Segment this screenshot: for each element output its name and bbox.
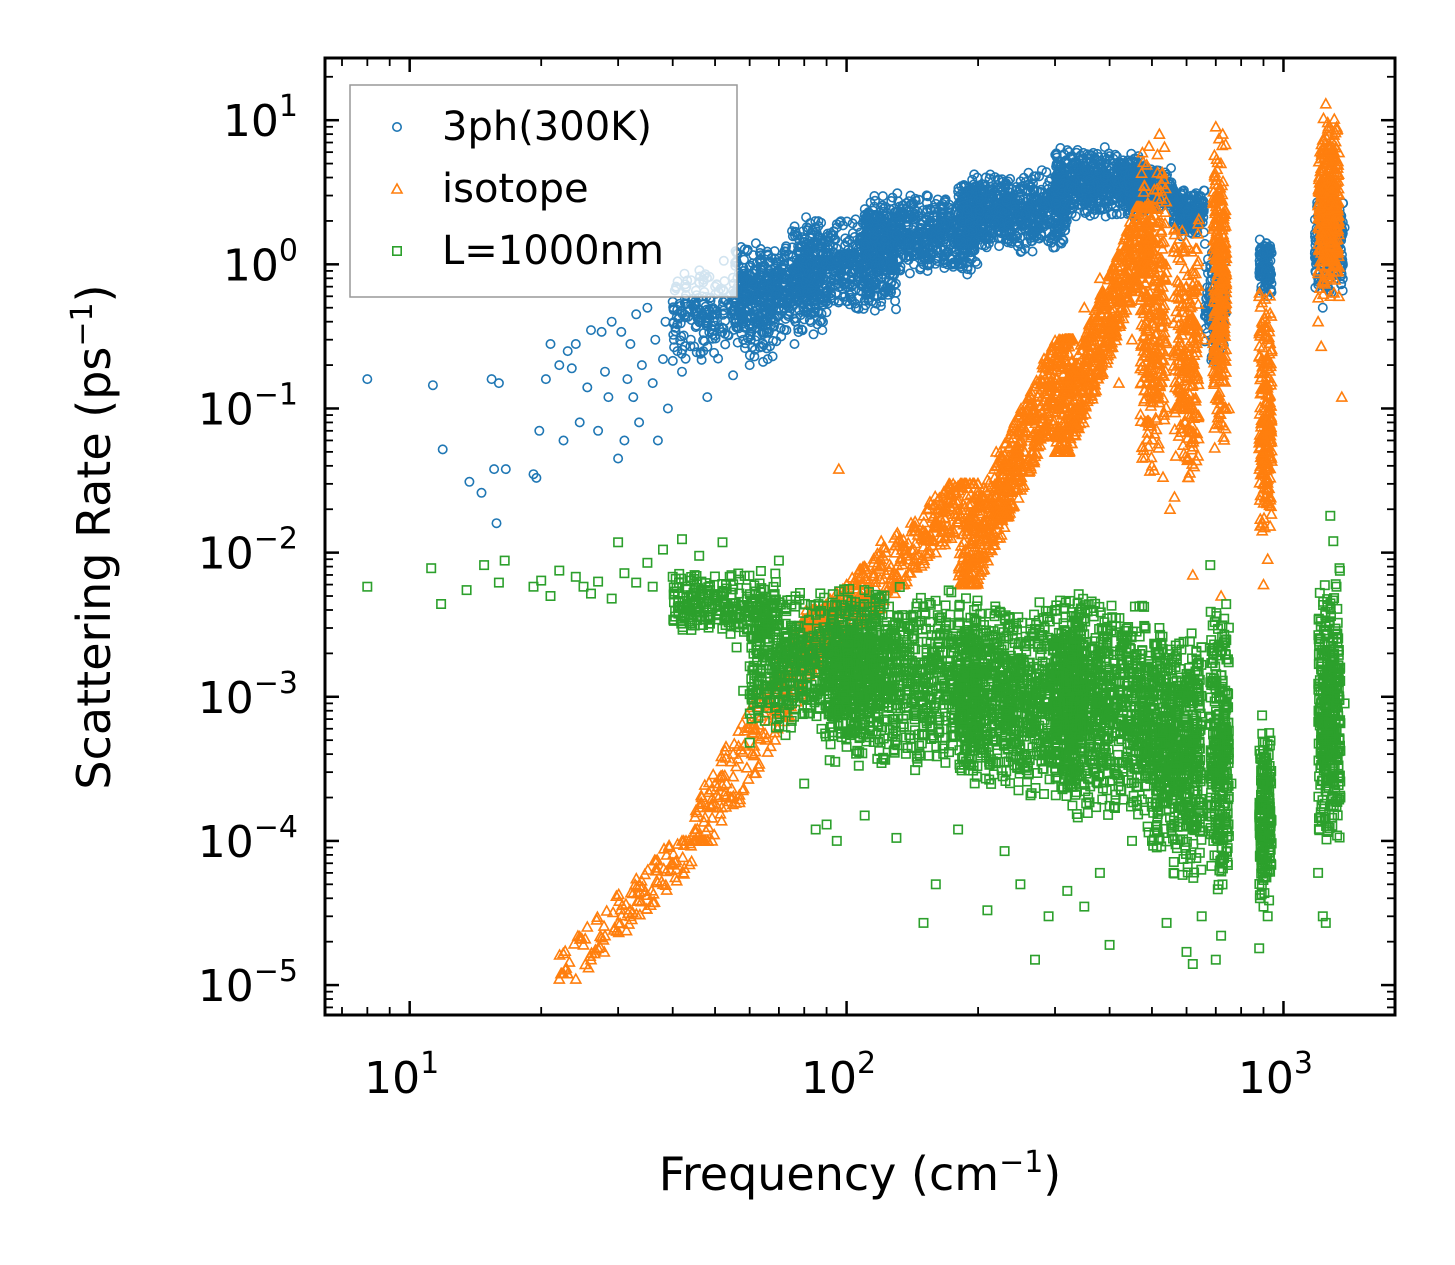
data-point (764, 300, 775, 311)
data-point (744, 350, 755, 361)
data-point (772, 281, 783, 292)
data-point (786, 293, 797, 304)
data-point (738, 322, 749, 333)
data-point (759, 260, 770, 271)
data-point (745, 260, 756, 271)
data-point (764, 341, 775, 352)
data-point (720, 339, 731, 350)
data-point (770, 263, 781, 274)
data-point (778, 259, 789, 270)
data-point (667, 355, 678, 366)
data-point (703, 305, 714, 316)
data-point (790, 316, 801, 327)
data-point (759, 327, 770, 338)
data-point (774, 287, 785, 298)
data-point (761, 282, 772, 293)
points-layer (362, 97, 1350, 984)
data-point (732, 337, 743, 348)
data-point (808, 329, 819, 340)
data-point (781, 325, 792, 336)
data-point (762, 250, 773, 261)
data-point (812, 319, 823, 330)
data-point (780, 313, 791, 324)
data-point (698, 335, 709, 346)
data-point (689, 308, 700, 319)
data-point (749, 309, 760, 320)
data-point (738, 291, 749, 302)
data-point (728, 314, 739, 325)
data-point (769, 246, 780, 257)
data-point (733, 323, 744, 334)
data-point (691, 320, 702, 331)
data-point (758, 339, 769, 350)
data-point (754, 315, 765, 326)
data-point (769, 275, 780, 286)
data-point (709, 316, 720, 327)
data-point (675, 318, 686, 329)
data-point (717, 309, 728, 320)
data-point (688, 303, 699, 314)
data-point (696, 312, 707, 323)
data-point (701, 320, 712, 331)
data-point (680, 309, 691, 320)
data-point (709, 304, 720, 315)
data-point (796, 324, 807, 335)
data-point (742, 246, 753, 257)
data-point (707, 333, 718, 344)
data-point (762, 246, 773, 257)
data-point (738, 309, 749, 320)
data-point (680, 353, 691, 364)
data-point (759, 313, 770, 324)
data-point (685, 341, 696, 352)
data-point (755, 244, 766, 255)
data-point (779, 246, 790, 257)
data-point (769, 270, 780, 281)
data-point (713, 353, 724, 364)
data-point (757, 269, 768, 280)
data-point (678, 330, 689, 341)
data-point (767, 351, 778, 362)
data-point (679, 341, 690, 352)
data-point (675, 300, 686, 311)
data-point (775, 322, 786, 333)
data-point (719, 308, 730, 319)
data-point (812, 306, 823, 317)
data-point (668, 334, 679, 345)
data-point (767, 335, 778, 346)
data-point (781, 241, 792, 252)
data-point (747, 279, 758, 290)
data-point (749, 351, 760, 362)
data-point (735, 300, 746, 311)
data-point (798, 306, 809, 317)
data-point (752, 288, 763, 299)
data-point (722, 329, 733, 340)
